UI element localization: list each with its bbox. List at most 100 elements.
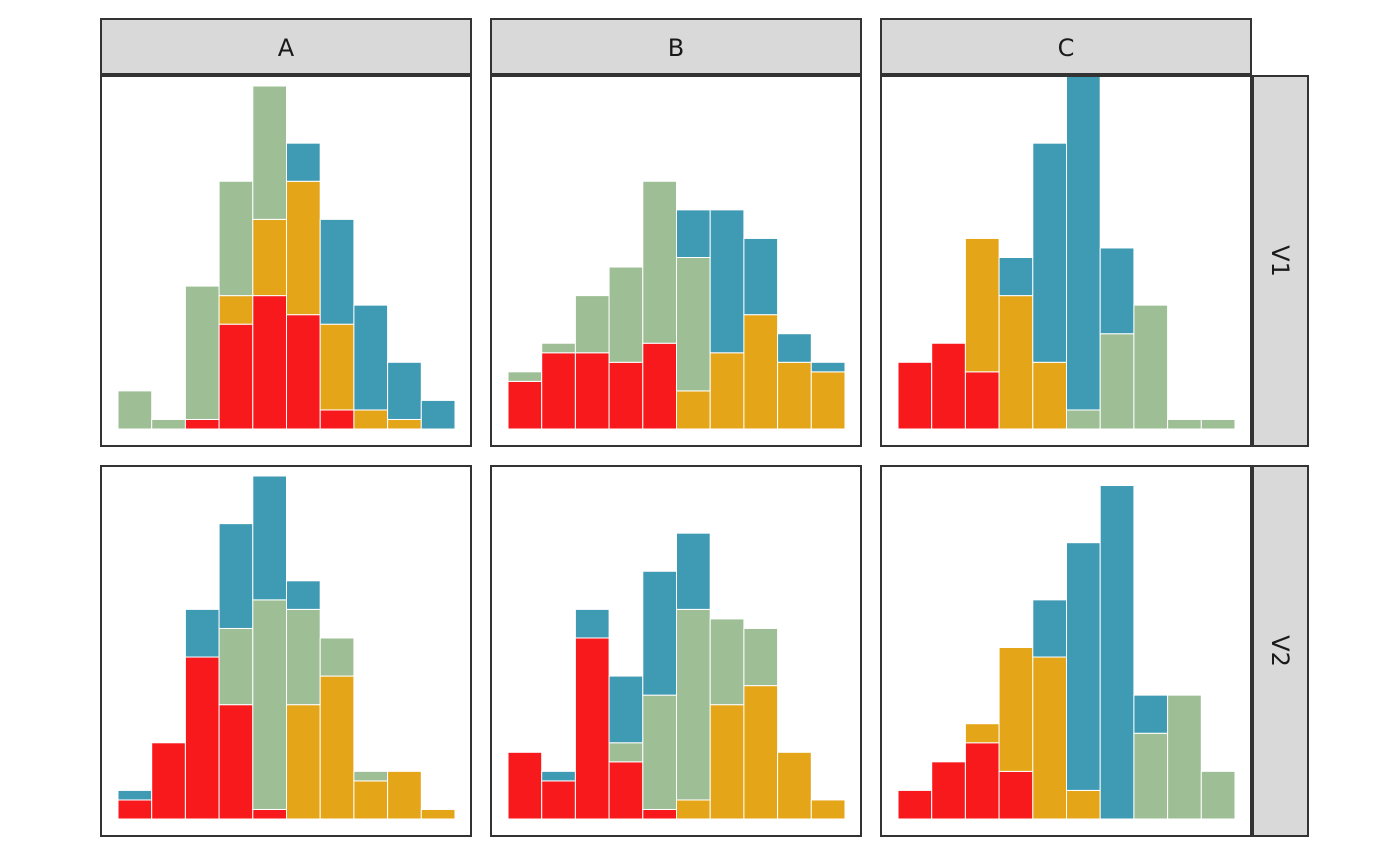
col-strip-label-c: C bbox=[1058, 34, 1075, 62]
histogram-bar-green bbox=[252, 85, 288, 220]
histogram-bar-red bbox=[642, 808, 677, 820]
histogram-bar-red bbox=[117, 799, 153, 820]
histogram-bar-green bbox=[642, 180, 677, 344]
histogram-bar-green bbox=[676, 257, 711, 392]
histogram-bar-red bbox=[608, 761, 644, 820]
histogram-bar-red bbox=[897, 789, 933, 820]
histogram-bar-red bbox=[931, 342, 966, 430]
panel-border bbox=[490, 465, 862, 837]
histogram-bar-red bbox=[319, 409, 355, 430]
histogram-bar-green bbox=[743, 627, 779, 687]
histogram-bar-blue bbox=[676, 209, 711, 258]
panel-border bbox=[880, 465, 1252, 837]
col-strip-a bbox=[100, 18, 472, 75]
histogram-bar-orange bbox=[709, 352, 745, 430]
histogram-bar-green bbox=[184, 285, 220, 420]
histogram-bar-blue bbox=[286, 142, 321, 182]
histogram-bar-green bbox=[608, 266, 644, 363]
histogram-bar-red bbox=[897, 361, 933, 430]
histogram-bar-blue bbox=[387, 361, 422, 420]
column-strips: A B C bbox=[100, 18, 1252, 75]
histogram-bar-red bbox=[931, 761, 966, 820]
histogram-bar-blue bbox=[743, 237, 779, 316]
histogram-bar-orange bbox=[964, 723, 1000, 744]
histogram-bar-green bbox=[218, 180, 254, 297]
histogram-bar-orange bbox=[252, 218, 288, 297]
row-strip-label-v2: V2 bbox=[1266, 635, 1294, 667]
histogram-bar-orange bbox=[353, 409, 389, 430]
histogram-bar-red bbox=[541, 352, 576, 430]
histogram-bar-red bbox=[574, 637, 610, 820]
row-strip-v2 bbox=[1252, 465, 1309, 837]
col-strip-b bbox=[490, 18, 862, 75]
histogram-bar-red bbox=[218, 323, 254, 430]
histogram-bar-orange bbox=[676, 390, 711, 430]
histogram-bar-green bbox=[642, 694, 677, 810]
panels bbox=[100, 75, 1252, 837]
histogram-bar-red bbox=[541, 780, 576, 820]
histogram-bar-orange bbox=[998, 295, 1034, 430]
histogram-bar-orange bbox=[1032, 656, 1068, 820]
panel-border bbox=[100, 75, 472, 447]
histogram-bar-red bbox=[286, 314, 321, 430]
histogram-bar-blue bbox=[1066, 542, 1101, 791]
histogram-bar-red bbox=[218, 704, 254, 820]
histogram-bar-red bbox=[574, 352, 610, 430]
histogram-bar-green bbox=[1099, 333, 1135, 430]
histogram-bar-green bbox=[541, 342, 576, 354]
histogram-bar-green bbox=[353, 770, 389, 782]
histogram-bar-orange bbox=[1032, 361, 1068, 430]
histogram-bar-green bbox=[286, 608, 321, 706]
histogram-bar-blue bbox=[642, 570, 677, 696]
histogram-bar-green bbox=[1133, 732, 1169, 820]
histogram-bar-blue bbox=[810, 361, 846, 373]
histogram-bar-orange bbox=[387, 770, 422, 820]
panel-v1-a bbox=[100, 75, 472, 447]
histogram-bar-blue bbox=[1066, 75, 1101, 411]
histogram-bar-blue bbox=[998, 257, 1034, 297]
histogram-bar-red bbox=[998, 770, 1034, 820]
histogram-bar-blue bbox=[218, 523, 254, 629]
histogram-bar-green bbox=[1167, 418, 1202, 430]
histogram-bar-green bbox=[1200, 770, 1236, 820]
histogram-bar-blue bbox=[709, 209, 745, 354]
histogram-bar-green bbox=[709, 618, 745, 706]
histogram-bar-green bbox=[574, 295, 610, 354]
histogram-bar-red bbox=[507, 380, 543, 430]
histogram-bar-orange bbox=[676, 799, 711, 820]
histogram-bar-orange bbox=[777, 361, 812, 430]
histogram-bar-blue bbox=[1032, 599, 1068, 658]
histogram-bar-blue bbox=[1099, 485, 1135, 820]
histogram-bar-orange bbox=[353, 780, 389, 820]
panel-v2-b bbox=[490, 465, 862, 837]
histogram-bar-red bbox=[252, 295, 288, 430]
histogram-bar-red bbox=[608, 361, 644, 430]
histogram-bar-orange bbox=[319, 323, 355, 411]
histogram-bar-blue bbox=[541, 770, 576, 782]
histogram-bar-orange bbox=[286, 180, 321, 316]
histogram-bar-green bbox=[117, 390, 153, 430]
histogram-bar-orange bbox=[964, 237, 1000, 373]
histogram-bar-green bbox=[507, 371, 543, 382]
histogram-bar-green bbox=[252, 599, 288, 810]
histogram-bar-blue bbox=[420, 399, 456, 430]
histogram-bar-blue bbox=[676, 532, 711, 610]
histogram-bar-orange bbox=[218, 295, 254, 325]
histogram-bar-red bbox=[184, 656, 220, 820]
col-strip-c bbox=[880, 18, 1252, 75]
histogram-bar-red bbox=[151, 742, 186, 820]
histogram-bar-blue bbox=[252, 475, 288, 601]
histogram-bar-red bbox=[507, 751, 543, 820]
histogram-bar-green bbox=[151, 418, 186, 430]
panel-border bbox=[100, 465, 472, 837]
histogram-bar-orange bbox=[709, 704, 745, 820]
histogram-bar-blue bbox=[184, 608, 220, 658]
histogram-bar-green bbox=[1133, 304, 1169, 430]
histogram-bar-green bbox=[1200, 418, 1236, 430]
histogram-bar-green bbox=[1066, 409, 1101, 430]
histogram-bar-blue bbox=[1099, 247, 1135, 335]
histogram-bar-orange bbox=[286, 704, 321, 820]
histogram-bar-green bbox=[218, 627, 254, 706]
histogram-bar-red bbox=[184, 418, 220, 430]
